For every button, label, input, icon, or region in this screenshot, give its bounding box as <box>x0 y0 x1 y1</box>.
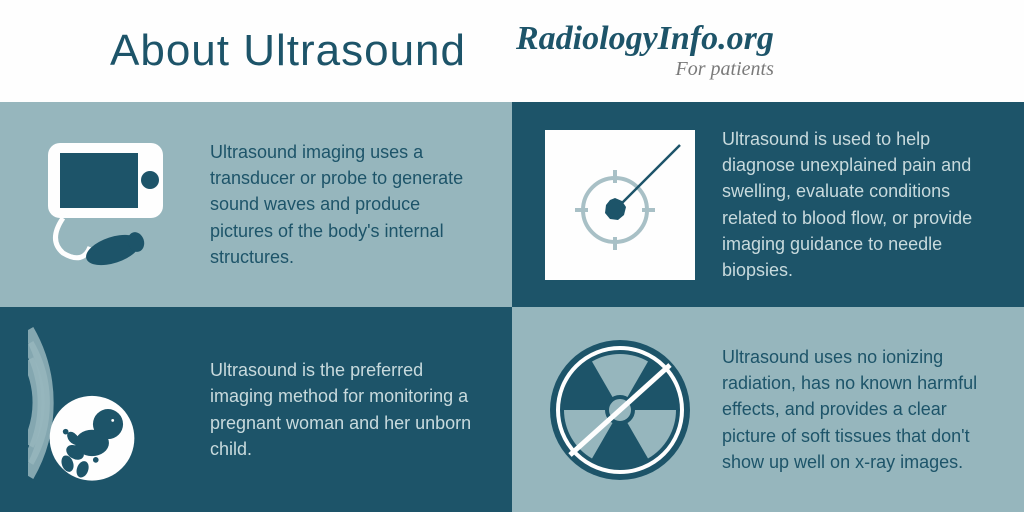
cell-transducer: Ultrasound imaging uses a transducer or … <box>0 102 512 307</box>
logo-sub-text: For patients <box>676 58 774 81</box>
cell-text: Ultrasound is the preferred imaging meth… <box>210 357 484 461</box>
logo: RadiologyInfo.org For patients <box>516 22 774 81</box>
info-grid: Ultrasound imaging uses a transducer or … <box>0 102 1024 512</box>
cell-no-radiation: Ultrasound uses no ionizing radiation, h… <box>512 307 1024 512</box>
page-title: About Ultrasound <box>110 26 466 76</box>
cell-text: Ultrasound is used to help diagnose unex… <box>722 126 996 283</box>
target-icon <box>540 125 700 285</box>
fetus-icon <box>28 330 188 490</box>
logo-main-text: RadiologyInfo.org <box>516 22 774 56</box>
transducer-icon <box>28 125 188 285</box>
infographic-container: About Ultrasound RadiologyInfo.org For p… <box>0 0 1024 512</box>
cell-text: Ultrasound imaging uses a transducer or … <box>210 139 484 269</box>
cell-text: Ultrasound uses no ionizing radiation, h… <box>722 344 996 474</box>
header: About Ultrasound RadiologyInfo.org For p… <box>0 0 1024 102</box>
cell-diagnosis: Ultrasound is used to help diagnose unex… <box>512 102 1024 307</box>
no-radiation-icon <box>540 330 700 490</box>
cell-pregnancy: Ultrasound is the preferred imaging meth… <box>0 307 512 512</box>
